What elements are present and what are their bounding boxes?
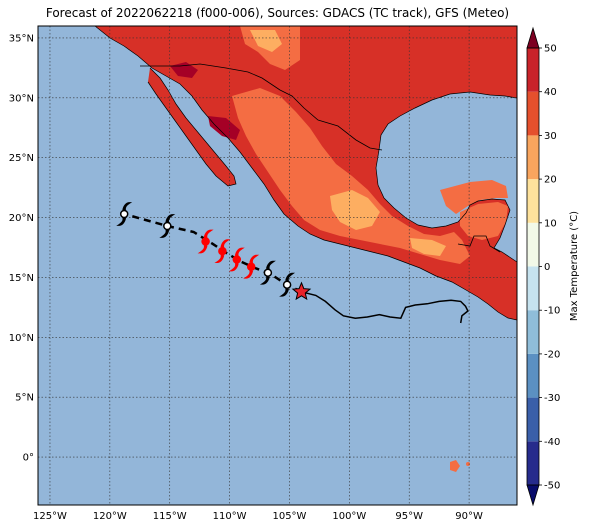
mild-region-south xyxy=(410,238,446,256)
colorbar-tick-label: -40 xyxy=(544,437,560,448)
lat-tick-label: 35°N xyxy=(9,33,34,44)
colorbar-tick-label: 20 xyxy=(544,175,557,186)
colorbar-tick-label: 10 xyxy=(544,218,557,229)
lon-tick-label: 105°W xyxy=(272,511,306,522)
storm-markers xyxy=(116,202,312,301)
map-title: Forecast of 2022062218 (f000-006), Sourc… xyxy=(45,6,510,20)
tropical-cyclone-icon xyxy=(228,247,245,272)
colorbar-band xyxy=(527,310,539,354)
warm-region-plateau xyxy=(232,88,470,264)
coastline xyxy=(94,26,517,321)
colorbar-tick-label: 0 xyxy=(544,262,550,273)
very-hot-region-baja xyxy=(208,116,240,140)
colorbar-band xyxy=(527,266,539,311)
mild-region-central xyxy=(330,190,380,230)
lon-tick-label: 120°W xyxy=(93,511,127,522)
colorbar-label: Max Temperature (°C) xyxy=(569,211,580,321)
colorbar-band xyxy=(527,222,539,267)
colorbar-tick-label: -20 xyxy=(544,349,560,360)
colorbar-extend-high xyxy=(526,26,540,49)
tropical-cyclone-icon xyxy=(279,272,296,297)
colorbar-band xyxy=(527,353,539,398)
colorbar-tick-label: 50 xyxy=(544,44,557,55)
warm-region-south xyxy=(440,180,508,214)
lon-tick-label: 95°W xyxy=(395,511,423,522)
current-position-star-icon xyxy=(291,281,312,301)
axis-labels: 35°N 30°N 25°N 20°N 15°N 10°N 5°N 0° 125°W 120°W 1… xyxy=(9,33,483,522)
colorbar-band xyxy=(527,441,539,485)
gulf-coastline xyxy=(375,91,517,263)
colorbar-tick-label: 40 xyxy=(544,87,557,98)
lat-tick-label: 20°N xyxy=(9,213,34,224)
lat-tick-label: 5°N xyxy=(15,393,34,404)
tropical-cyclone-icon xyxy=(214,239,231,264)
past-track-line xyxy=(301,291,469,324)
colorbar-tick-label: 30 xyxy=(544,131,557,142)
colorbar-tick-label: -30 xyxy=(544,393,560,404)
lat-tick-label: 0° xyxy=(23,453,34,464)
colorbar-band xyxy=(527,135,539,180)
warm-region-yucatan xyxy=(460,202,508,240)
lon-tick-label: 90°W xyxy=(455,511,483,522)
guatemala-border xyxy=(457,235,501,253)
lon-tick-label: 110°W xyxy=(213,511,247,522)
lat-tick-label: 15°N xyxy=(9,273,34,284)
colorbar-band xyxy=(527,91,539,136)
mild-region-north xyxy=(250,30,282,52)
colorbar-extend-low xyxy=(526,484,540,507)
us-mexico-border xyxy=(140,63,383,151)
colorbar-tick-label: -50 xyxy=(544,481,560,492)
colorbar-band xyxy=(527,48,539,92)
lat-tick-label: 25°N xyxy=(9,153,34,164)
tropical-cyclone-icon xyxy=(116,202,133,226)
lon-tick-label: 125°W xyxy=(33,511,67,522)
tropical-cyclone-icon xyxy=(197,229,214,254)
lon-tick-label: 115°W xyxy=(153,511,187,522)
colorbar-band xyxy=(527,179,539,223)
colorbar-band xyxy=(527,397,539,442)
baja-coastline xyxy=(147,67,237,187)
map-frame xyxy=(37,25,518,506)
tropical-cyclone-icon xyxy=(159,214,176,238)
land-temperature-field xyxy=(94,26,517,472)
colorbar: -50 -40 -30 -20 -10 0 10 20 30 40 50 Max Temperatur… xyxy=(526,26,580,507)
lat-tick-label: 30°N xyxy=(9,93,34,104)
galapagos-islands xyxy=(450,460,460,472)
tropical-cyclone-icon xyxy=(243,254,260,279)
lat-tick-label: 10°N xyxy=(9,333,34,344)
colorbar-tick-label: -10 xyxy=(544,306,560,317)
lon-tick-label: 100°W xyxy=(332,511,366,522)
tropical-cyclone-icon xyxy=(259,260,276,285)
